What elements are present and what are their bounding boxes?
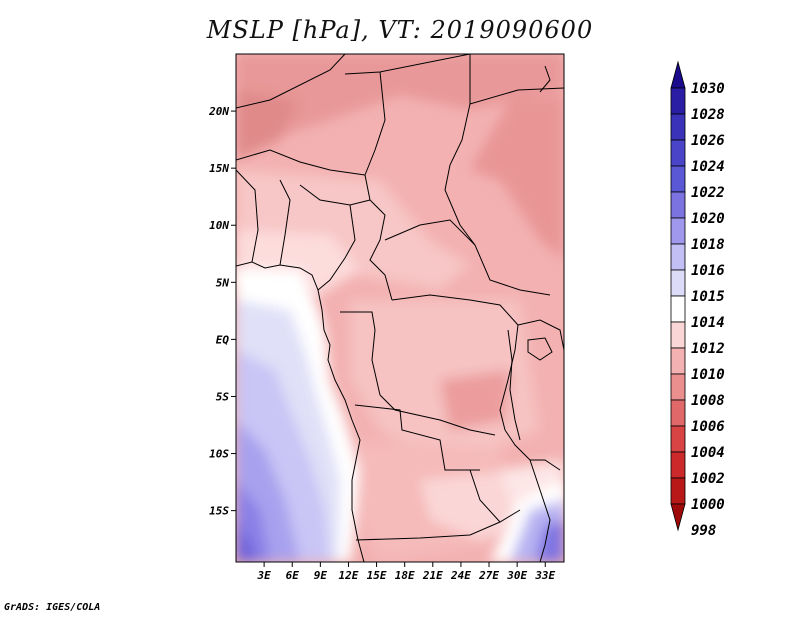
lon-tick-label: 9E	[314, 569, 328, 582]
lat-tick-label: 5S	[216, 390, 230, 403]
colorbar-label: 1010	[691, 367, 725, 383]
field-1022-ocean	[236, 520, 256, 562]
pressure-field	[236, 54, 564, 562]
colorbar-swatch	[670, 87, 686, 115]
colorbar-label: 1026	[691, 133, 725, 149]
credit-text: GrADS: IGES/COLA	[4, 602, 101, 613]
border-mauritania-mali	[236, 54, 346, 109]
lon-tick-label: 30E	[506, 569, 527, 582]
lat-tick-label: EQ	[216, 333, 230, 346]
coast-red-sea	[539, 65, 551, 93]
colorbar-label: 1024	[691, 159, 725, 175]
border-chad-sudan	[444, 103, 476, 246]
lat-tick-label: 10N	[209, 219, 229, 232]
border-drc-angola	[379, 394, 496, 436]
colorbar-arrow-bottom	[670, 503, 686, 532]
border-libya-egypt	[469, 54, 564, 105]
border-niger-chad	[364, 71, 386, 201]
border-uganda-kenya	[517, 319, 564, 351]
colorbar-label: 1028	[691, 107, 725, 123]
colorbar-label: 1008	[691, 393, 725, 409]
lake-victoria	[527, 337, 553, 361]
colorbar-label: 1022	[691, 185, 725, 201]
border-cameroon-chad	[369, 199, 393, 301]
field-1021-se	[535, 520, 564, 562]
colorbar-swatch	[670, 321, 686, 349]
border-burkina-ghana	[279, 179, 291, 266]
colorbar-swatch	[670, 269, 686, 297]
border-sahel	[236, 149, 366, 176]
colorbar-label: 1000	[691, 497, 725, 513]
colorbar-swatch	[670, 425, 686, 453]
lon-tick-label: 15E	[367, 569, 387, 582]
map-axes: 3E 6E 9E 12E 15E 18E 21E 24E 27E 30E 33E 20N 15N 10N 5…	[208, 105, 555, 582]
colorbar-swatch	[670, 165, 686, 193]
border-angola-zambia	[354, 404, 480, 471]
border-rift-lakes	[499, 324, 519, 431]
border-zambia-zimbabwe	[469, 469, 501, 523]
colorbar-label: 998	[691, 523, 716, 539]
colorbar-swatch	[670, 243, 686, 271]
colorbar-label: 1006	[691, 419, 725, 435]
colorbar-swatch	[670, 373, 686, 401]
colorbar-arrow-top	[670, 60, 686, 89]
colorbar: 1030 1028 1026 1024 1022 1020 1018 1016 1015 1014…	[670, 60, 725, 539]
map-frame	[235, 53, 565, 563]
colorbar-swatch	[670, 477, 686, 505]
field-1008-north	[236, 54, 564, 150]
coastlines-borders	[236, 54, 564, 562]
colorbar-label: 1012	[691, 341, 725, 357]
map-title: MSLP [hPa], VT: 2019090600	[206, 16, 594, 44]
border-namibia-south	[355, 509, 521, 541]
lon-tick-label: 33E	[534, 569, 555, 582]
lake-tanganyika	[507, 329, 521, 441]
lon-tick-label: 24E	[450, 569, 471, 582]
lon-tick-label: 27E	[478, 569, 499, 582]
colorbar-swatch	[670, 295, 686, 323]
colorbar-label: 1004	[691, 445, 725, 461]
border-west-africa	[236, 169, 259, 263]
colorbar-label: 1018	[691, 237, 725, 253]
colorbar-swatch	[670, 399, 686, 427]
field-1009-katanga	[440, 370, 510, 430]
lon-tick-label: 18E	[395, 569, 415, 582]
colorbar-swatch	[670, 217, 686, 245]
colorbar-swatch	[670, 451, 686, 479]
colorbar-swatch	[670, 191, 686, 219]
border-niger-nigeria	[299, 184, 371, 206]
colorbar-label: 1030	[691, 81, 725, 97]
lat-tick-label: 15S	[209, 505, 229, 518]
lat-tick-label: 10S	[209, 448, 229, 461]
border-gabon-congo	[340, 311, 381, 396]
border-nigeria-cameroon	[317, 204, 356, 291]
colorbar-label: 1016	[691, 263, 725, 279]
lat-tick-label: 15N	[209, 162, 229, 175]
colorbar-swatch	[670, 113, 686, 141]
lat-tick-label: 20N	[208, 105, 229, 118]
border-mozambique	[529, 459, 551, 562]
atlantic-coastline	[236, 261, 365, 562]
lat-tick-label: 5N	[216, 276, 230, 289]
field-1008-east	[470, 95, 564, 260]
border-car-south	[384, 219, 551, 296]
colorbar-label: 1014	[691, 315, 725, 331]
colorbar-label: 1020	[691, 211, 725, 227]
lon-tick-label: 21E	[422, 569, 443, 582]
colorbar-swatch	[670, 347, 686, 375]
colorbar-swatch	[670, 139, 686, 167]
lon-tick-label: 6E	[286, 569, 300, 582]
border-drc-north	[391, 294, 519, 326]
colorbar-label: 1002	[691, 471, 725, 487]
lon-tick-label: 12E	[339, 569, 359, 582]
colorbar-label: 1015	[691, 289, 725, 305]
lon-tick-label: 3E	[256, 569, 271, 582]
field-1008-west	[236, 90, 300, 160]
